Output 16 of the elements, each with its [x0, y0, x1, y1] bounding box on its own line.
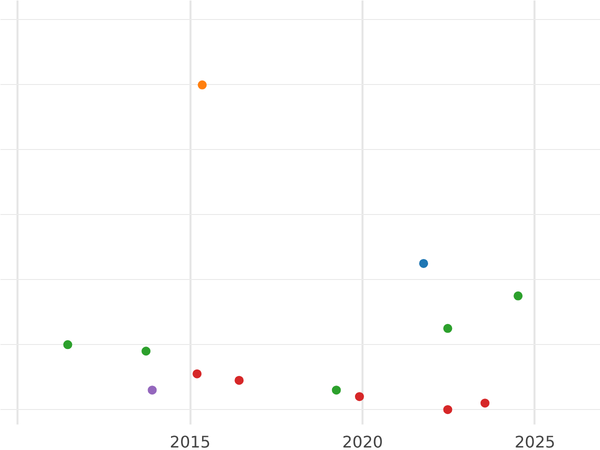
- point: [480, 398, 490, 408]
- point: [142, 346, 151, 356]
- point: [443, 405, 452, 414]
- point: [354, 392, 364, 402]
- point: [332, 386, 341, 395]
- point: [443, 324, 452, 333]
- point: [198, 80, 207, 90]
- x-tick-label: 2015: [170, 432, 211, 450]
- x-tick-label: 2025: [514, 432, 556, 450]
- point: [419, 258, 428, 268]
- x-tick-label: 2020: [342, 432, 383, 450]
- point: [148, 386, 157, 395]
- point: [63, 340, 72, 350]
- point: [192, 369, 202, 378]
- point: [234, 376, 244, 385]
- point: [514, 291, 523, 300]
